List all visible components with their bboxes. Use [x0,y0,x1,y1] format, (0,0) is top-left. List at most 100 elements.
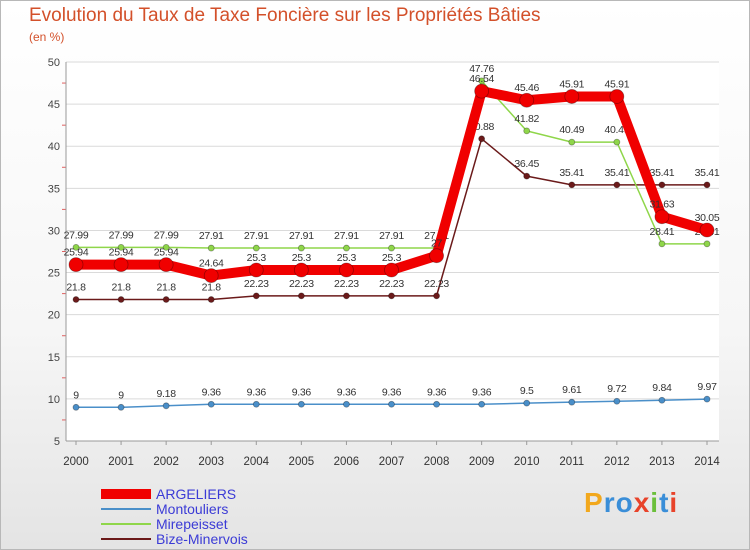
series-montouliers: 9 9 9.18 9.36 9.36 9.36 9.36 9.36 9.36 9.36 9.5 9.6… [72,381,717,411]
data-label-argeliers: 27 [431,238,443,250]
data-label-argeliers: 46.54 [469,73,494,85]
data-point-argeliers [699,222,715,238]
x-tick-label-2000: 2000 [63,456,89,468]
plot-area [66,62,719,441]
data-label-argeliers: 25.3 [247,252,267,264]
data-label-argeliers: 24.64 [199,258,224,270]
data-point-montouliers [343,400,350,408]
data-point-bize-minervois [388,292,395,300]
data-point-mirepeisset [252,244,260,252]
legend-swatch [101,489,151,499]
data-label-montouliers: 9.36 [247,386,267,398]
data-label-bize-minervois: 35.41 [650,167,675,179]
x-tick-label-2008: 2008 [424,456,450,468]
data-label-montouliers: 9.36 [382,386,402,398]
data-point-bize-minervois [568,181,576,189]
data-label-argeliers: 45.46 [514,82,539,94]
data-label-bize-minervois: 22.23 [334,278,359,290]
data-point-bize-minervois [162,296,170,303]
legend-label: ARGELIERS [156,486,237,502]
x-tick-label-2004: 2004 [243,456,269,468]
x-tick-label-2012: 2012 [604,456,630,468]
x-tick-label-2009: 2009 [469,456,495,468]
data-point-argeliers [429,248,444,264]
data-label-bize-minervois: 21.8 [111,282,131,294]
data-point-montouliers [252,400,260,408]
data-point-argeliers [248,262,264,278]
data-label-argeliers: 25.94 [154,247,179,259]
data-label-montouliers: 9.72 [607,383,627,395]
data-label-montouliers: 9.61 [562,384,582,396]
data-label-argeliers: 25.94 [64,247,89,259]
data-point-montouliers [658,396,666,404]
y-tick-label: 5 [54,436,60,448]
data-point-mirepeisset [117,243,125,251]
data-label-bize-minervois: 21.8 [157,282,177,294]
data-point-mirepeisset [297,244,305,252]
legend-label: Bize-Minervois [156,531,248,547]
data-label-argeliers: 45.91 [559,78,584,90]
data-point-mirepeisset [207,244,215,252]
data-point-mirepeisset [568,138,576,146]
data-point-bize-minervois [658,181,666,189]
data-point-argeliers [384,262,399,278]
data-point-mirepeisset [703,240,711,248]
data-point-argeliers [68,257,84,273]
data-label-bize-minervois: 35.41 [604,167,629,179]
data-label-mirepeisset: 27.91 [244,230,269,242]
data-point-bize-minervois [207,296,215,303]
data-label-bize-minervois: 21.8 [66,282,86,294]
data-point-argeliers [113,257,129,273]
data-label-montouliers: 9.5 [520,385,534,397]
data-label-montouliers: 9.36 [427,386,447,398]
data-label-mirepeisset: 27.99 [109,229,134,241]
legend-label: Montouliers [156,501,229,517]
data-label-montouliers: 9 [118,389,124,401]
data-label-bize-minervois: 22.23 [379,278,404,290]
data-point-mirepeisset [162,243,170,251]
data-label-bize-minervois: 22.23 [289,278,314,290]
data-label-mirepeisset: 27.91 [379,230,404,242]
data-point-montouliers [72,403,80,411]
data-label-mirepeisset: 27.91 [199,230,224,242]
data-label-argeliers: 25.3 [382,252,402,264]
x-tick-label-2014: 2014 [694,456,720,468]
data-label-montouliers: 9.97 [697,381,717,393]
data-point-montouliers [388,400,395,408]
legend-label: Mirepeisset [156,516,228,532]
series-argeliers: 25.94 25.94 25.94 24.64 25.3 25.3 25.3 25.3 27 46… [64,73,720,283]
x-tick-label-2007: 2007 [379,456,405,468]
data-label-mirepeisset: 28.41 [650,226,675,238]
data-label-argeliers: 25.94 [109,247,134,259]
data-label-mirepeisset: 47.76 [469,63,494,75]
data-label-montouliers: 9.36 [292,386,312,398]
data-label-montouliers: 9.84 [652,382,672,394]
y-tick-label: 50 [48,57,60,69]
data-label-montouliers: 9.18 [157,388,177,400]
x-tick-label-2003: 2003 [198,456,224,468]
legend-swatch [101,523,151,525]
data-point-montouliers [523,399,531,407]
data-point-mirepeisset [523,127,531,135]
data-label-bize-minervois: 22.23 [424,278,449,290]
x-tick-label-2005: 2005 [289,456,315,468]
x-tick-label-2001: 2001 [108,456,134,468]
y-tick-label: 25 [48,268,60,280]
series-mirepeisset: 27.99 27.99 27.99 27.91 27.91 27.91 27.91 27.91… [64,63,720,252]
data-label-mirepeisset: 27.99 [154,229,179,241]
data-label-mirepeisset: 27.99 [64,229,89,241]
data-point-argeliers [609,89,625,104]
data-point-mirepeisset [613,138,621,146]
data-point-montouliers [703,395,711,403]
x-tick-label-2013: 2013 [649,456,675,468]
y-tick-label: 35 [48,183,60,195]
data-point-argeliers [519,92,535,108]
data-label-bize-minervois: 22.23 [244,278,269,290]
proxiti-logo: Proxiti [584,487,679,518]
data-label-montouliers: 9.36 [202,386,222,398]
legend-swatch [101,538,151,540]
data-point-mirepeisset [478,77,486,85]
data-label-bize-minervois: 35.41 [695,167,720,179]
